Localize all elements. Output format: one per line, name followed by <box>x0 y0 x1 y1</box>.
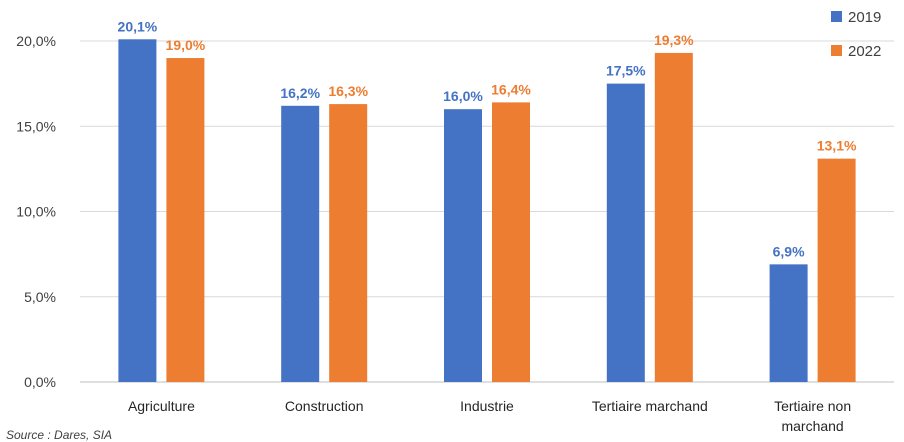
y-tick-label: 0,0% <box>24 374 56 390</box>
data-labels: 20,1% 19,0% 16,2% 16,3% 16,0% 16,4% 17,5% 19,3%… <box>118 18 857 259</box>
source-note: Source : Dares, SIA <box>6 428 113 442</box>
x-axis-category-labels: Agriculture Construction Industrie Tertiair… <box>128 398 851 434</box>
legend-swatch <box>831 11 842 22</box>
category-label: Tertiaire marchand <box>592 398 708 414</box>
gridlines <box>80 40 894 383</box>
legend-label: 2019 <box>848 9 881 26</box>
category-label: Construction <box>285 398 364 414</box>
legend: 2019 2022 <box>831 9 881 60</box>
data-label: 16,3% <box>328 83 368 99</box>
data-label: 16,2% <box>280 85 320 101</box>
y-tick-label: 15,0% <box>16 118 56 134</box>
data-label: 13,1% <box>817 138 857 154</box>
legend-label: 2022 <box>848 43 881 60</box>
data-label: 17,5% <box>606 63 646 79</box>
category-label: Tertiaire non <box>774 398 851 414</box>
bar <box>654 52 693 383</box>
bar <box>444 109 482 382</box>
data-label: 6,9% <box>773 243 805 259</box>
bar <box>817 158 856 382</box>
data-label: 16,0% <box>443 88 483 104</box>
y-axis-tick-labels: 0,0% 5,0% 10,0% 15,0% 20,0% <box>16 33 56 390</box>
data-label: 19,3% <box>654 32 694 48</box>
bar <box>769 264 808 382</box>
category-label: Agriculture <box>128 398 195 414</box>
category-label: marchand <box>781 418 843 434</box>
bar <box>329 104 368 383</box>
bars <box>118 39 856 383</box>
legend-swatch <box>831 45 842 56</box>
y-tick-label: 10,0% <box>16 204 56 220</box>
y-tick-label: 5,0% <box>24 289 56 305</box>
bar <box>281 105 320 382</box>
data-label: 16,4% <box>491 81 531 97</box>
bar <box>606 83 645 382</box>
category-label: Industrie <box>460 398 514 414</box>
bar <box>118 39 157 383</box>
y-tick-label: 20,0% <box>16 33 56 49</box>
data-label: 19,0% <box>166 37 206 53</box>
data-label: 20,1% <box>118 18 158 34</box>
bar <box>492 102 530 382</box>
bar <box>166 58 205 383</box>
